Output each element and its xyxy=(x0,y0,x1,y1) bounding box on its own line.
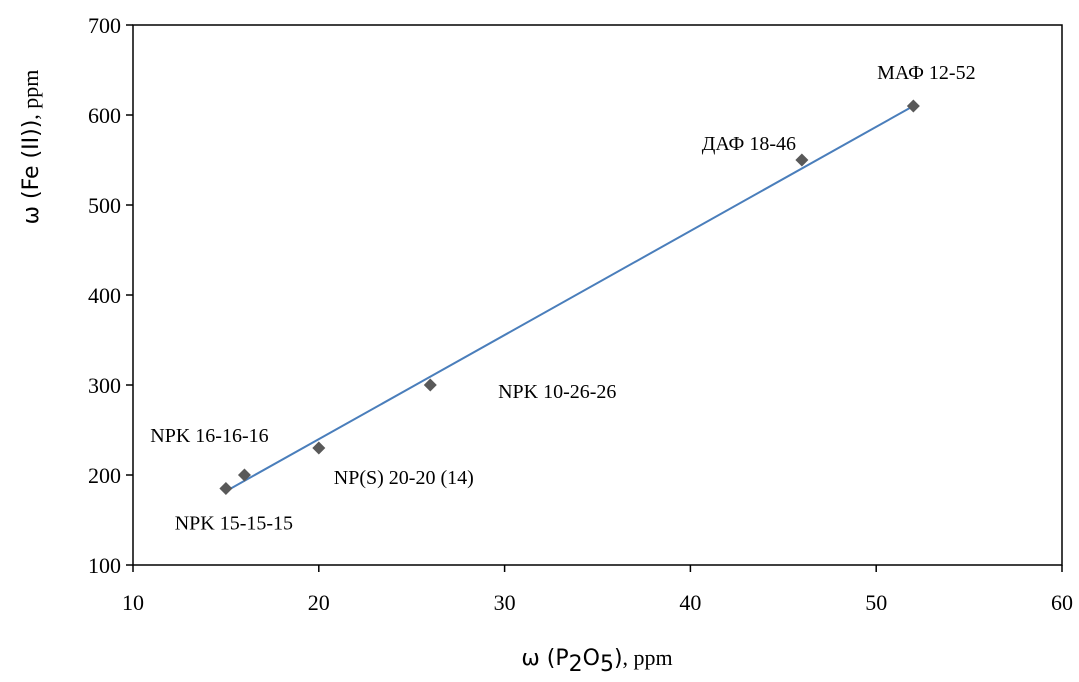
point-label: МАФ 12-52 xyxy=(877,62,975,84)
x-tick-label: 60 xyxy=(1051,590,1073,615)
y-tick-label: 400 xyxy=(88,283,121,308)
x-tick-label: 40 xyxy=(679,590,701,615)
y-tick-label: 600 xyxy=(88,103,121,128)
y-tick-label: 300 xyxy=(88,373,121,398)
y-tick-label: 200 xyxy=(88,463,121,488)
trendline xyxy=(225,105,914,493)
y-tick-label: 100 xyxy=(88,553,121,578)
x-axis-title: ω (P2O5), ppm xyxy=(521,645,672,677)
x-tick-label: 50 xyxy=(865,590,887,615)
data-point xyxy=(312,441,326,455)
data-points xyxy=(219,99,920,495)
data-point xyxy=(906,99,920,113)
x-tick-label: 30 xyxy=(494,590,516,615)
point-labels: NPK 15-15-15 NPK 16-16-16 NP(S) 20-20 (14)… xyxy=(150,62,975,535)
x-tick-label: 10 xyxy=(122,590,144,615)
data-point xyxy=(219,482,233,495)
plot-area xyxy=(132,24,1063,566)
y-axis-ticks: 100 200 300 400 500 600 700 xyxy=(88,13,133,578)
point-label: NPK 15-15-15 xyxy=(175,513,293,535)
x-tick-label: 20 xyxy=(308,590,330,615)
data-point xyxy=(795,153,809,167)
point-label: NPK 16-16-16 xyxy=(150,425,268,447)
data-point xyxy=(237,468,251,482)
data-point xyxy=(423,378,437,392)
y-axis-title: ω (Fe (II)), ppm xyxy=(18,70,44,225)
y-tick-label: 700 xyxy=(88,13,121,38)
point-label: NPK 10-26-26 xyxy=(498,381,616,403)
y-tick-label: 500 xyxy=(88,193,121,218)
point-label: ДАФ 18-46 xyxy=(702,133,796,155)
x-axis-ticks: 10 20 30 40 50 60 xyxy=(122,565,1073,615)
point-label: NP(S) 20-20 (14) xyxy=(334,467,474,489)
